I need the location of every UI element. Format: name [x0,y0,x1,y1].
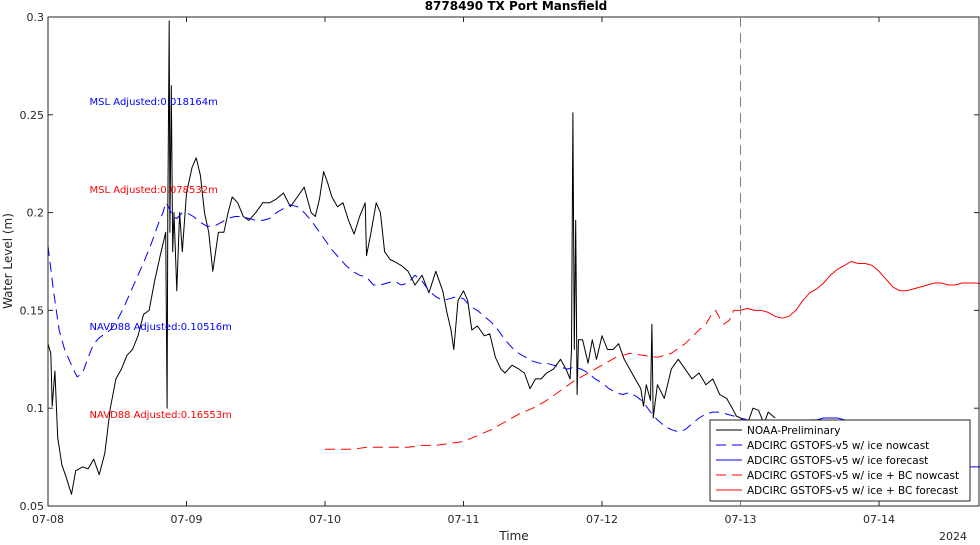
x-axis-label: Time [498,529,528,541]
y-tick-label: 0.15 [20,304,45,317]
legend-label: ADCIRC GSTOFS-v5 w/ ice nowcast [747,440,929,452]
legend-label: ADCIRC GSTOFS-v5 w/ ice + BC nowcast [747,470,959,482]
annotation-label: NAVD88 Adjusted:0.10516m [90,322,232,333]
y-axis-label: Water Level (m) [1,213,15,309]
x-tick-label: 07-12 [586,513,618,526]
x-tick-label: 07-11 [448,513,480,526]
annotation-label: NAVD88 Adjusted:0.16553m [90,410,232,421]
x-tick-label: 07-14 [863,513,895,526]
y-tick-label: 0.3 [27,11,45,24]
year-label: 2024 [939,530,967,541]
legend: NOAA-Preliminary ADCIRC GSTOFS-v5 w/ ice … [710,420,970,501]
y-tick-label: 0.2 [27,207,45,220]
annotation-label: MSL Adjusted:0.018164m [90,97,218,108]
x-tick-label: 07-10 [309,513,341,526]
y-tick-label: 0.25 [20,109,45,122]
x-tick-label: 07-09 [171,513,203,526]
x-tick-label: 07-13 [725,513,757,526]
x-tick-label: 07-08 [32,513,64,526]
y-tick-label: 0.05 [20,500,45,513]
legend-label: ADCIRC GSTOFS-v5 w/ ice + BC forecast [747,485,958,497]
annotation-label: MSL Adjusted:0.078532m [90,185,218,196]
chart-title: 8778490 TX Port Mansfield [425,0,608,13]
legend-label: NOAA-Preliminary [747,425,840,437]
legend-label: ADCIRC GSTOFS-v5 w/ ice forecast [747,455,928,467]
y-tick-label: 0.1 [27,402,45,415]
